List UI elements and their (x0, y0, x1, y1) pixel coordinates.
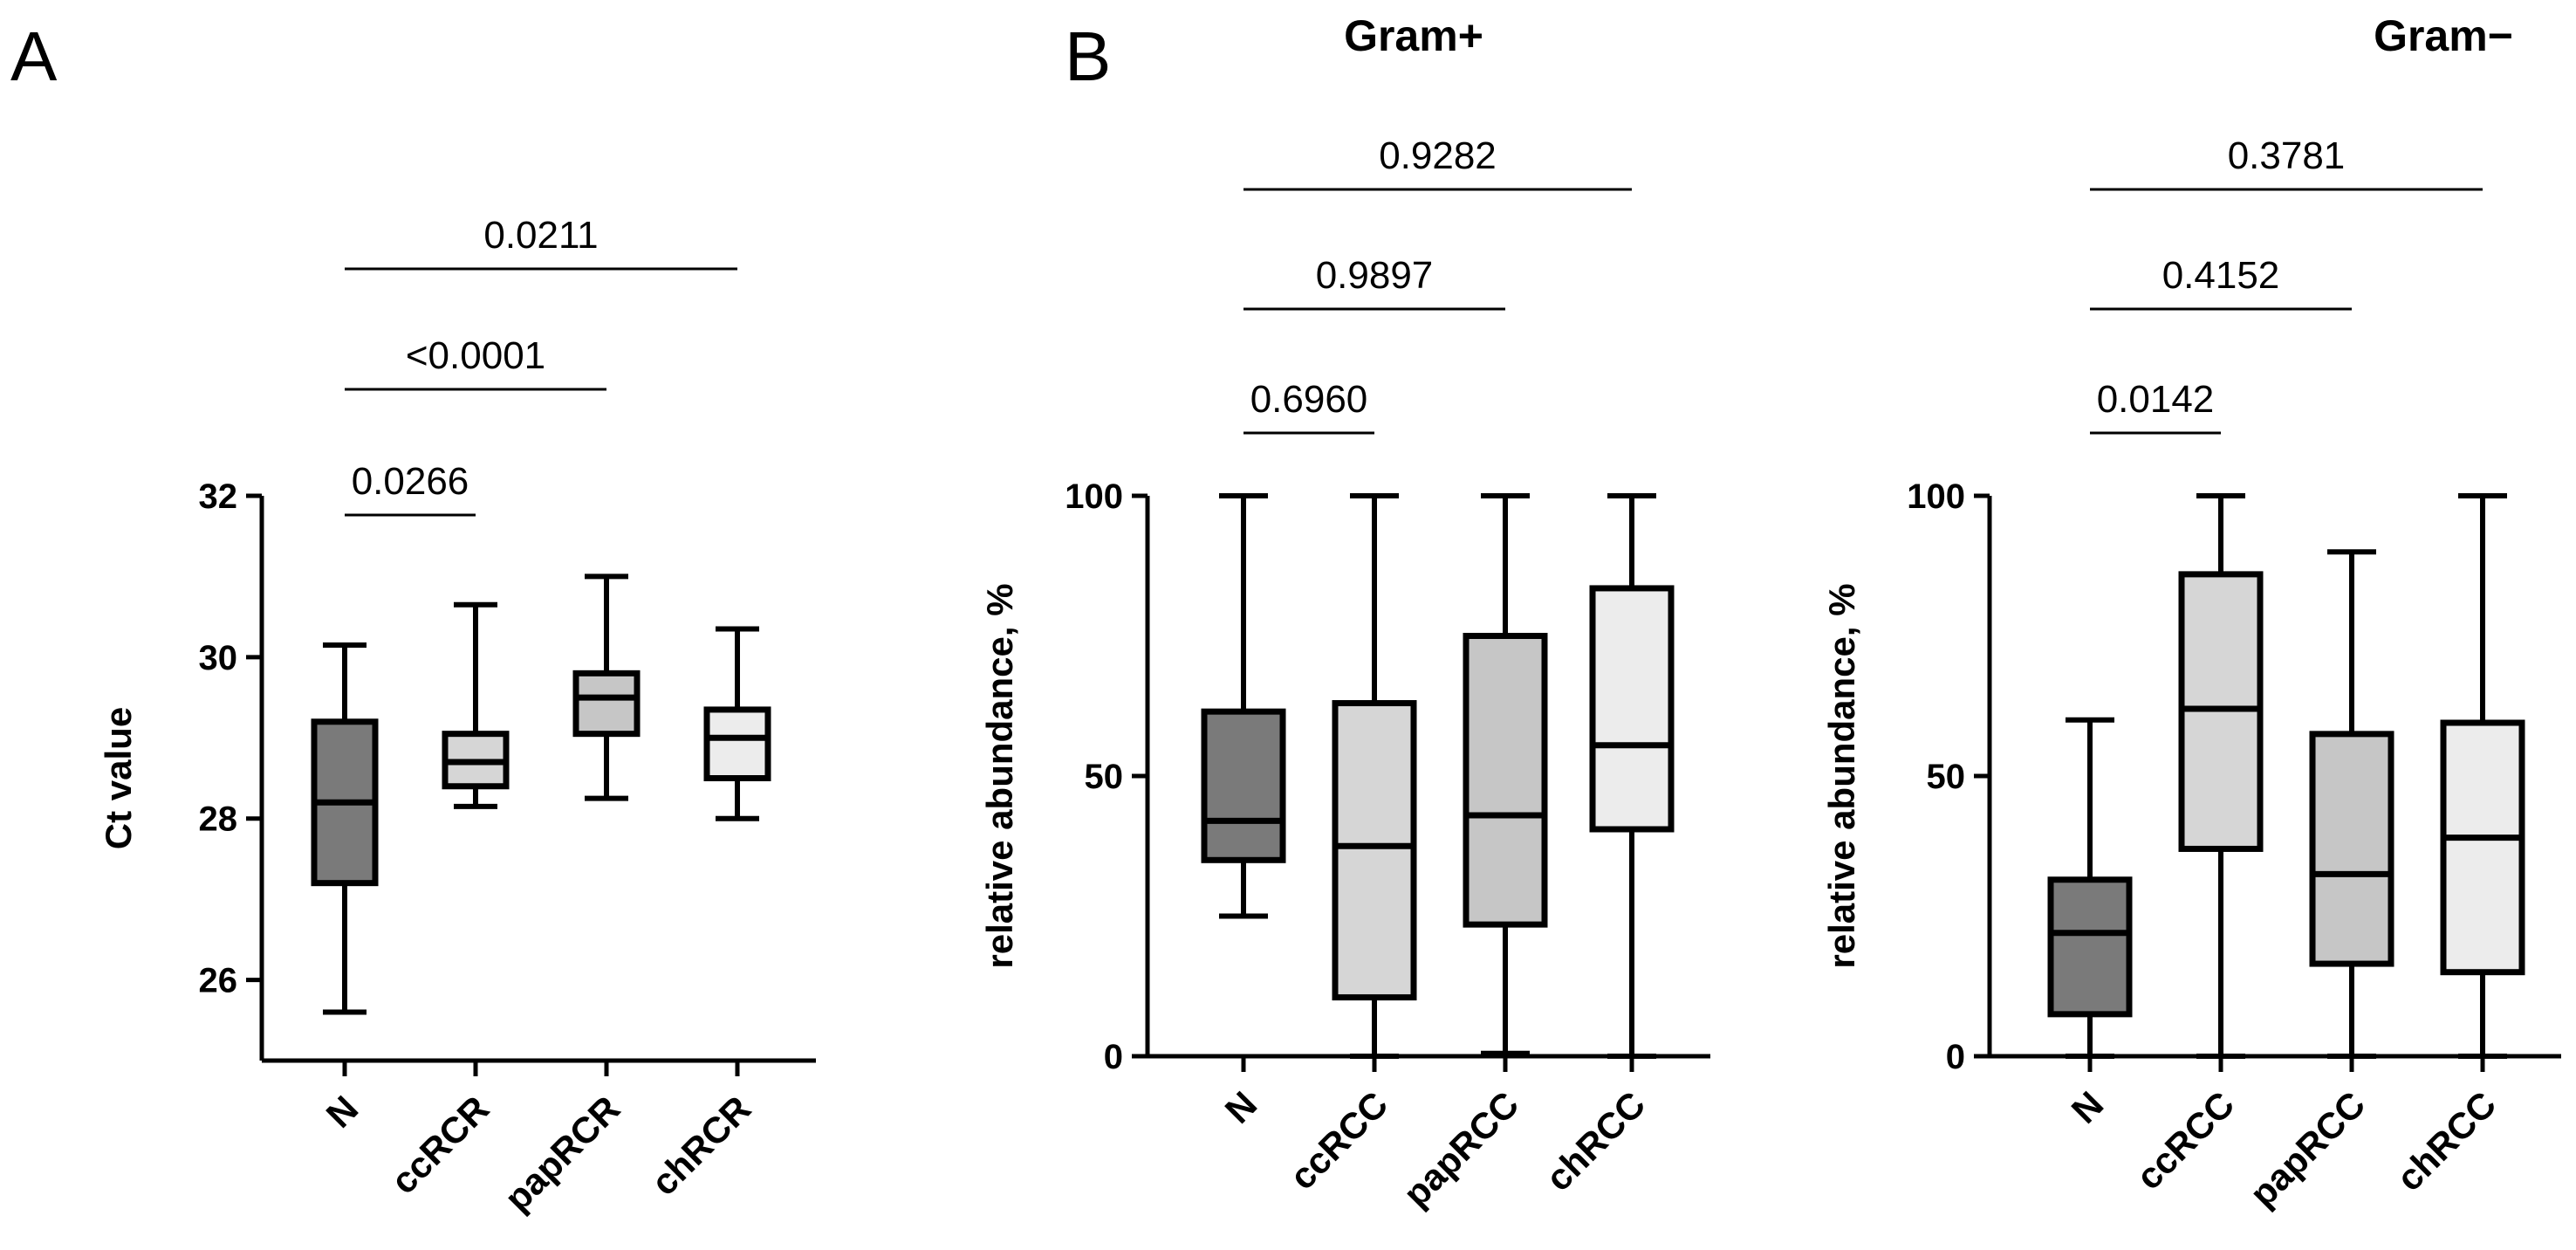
chart-title: Gram− (2374, 11, 2513, 60)
y-tick-label: 30 (199, 639, 238, 677)
x-tick-label: ccRCC (2128, 1083, 2243, 1198)
x-tick-label: papRCR (497, 1088, 627, 1219)
x-tick-label: ccRCC (1282, 1083, 1396, 1198)
y-axis-label: Ct value (98, 707, 139, 849)
x-tick-label: papRCC (2242, 1083, 2373, 1214)
box-papRCC (1463, 633, 1548, 928)
box-N (2047, 876, 2133, 1018)
y-tick-label: 100 (1065, 477, 1123, 516)
p-value-label: 0.4152 (2162, 254, 2280, 297)
y-tick-label: 28 (199, 800, 238, 839)
p-value-label: <0.0001 (406, 334, 545, 377)
y-tick-label: 50 (1085, 758, 1124, 796)
y-tick-label: 0 (1946, 1038, 1965, 1076)
box-papRCR (572, 670, 641, 738)
x-tick-label: chRCC (2388, 1083, 2504, 1198)
y-tick-label: 100 (1907, 477, 1965, 516)
box-N (1201, 708, 1286, 863)
box-ccRCC (1332, 700, 1417, 1001)
chart-title: Gram+ (1344, 11, 1483, 60)
box-chRCC (2440, 719, 2525, 976)
x-tick-label: N (2064, 1083, 2112, 1131)
chart-gram-negative: Gram− relative abundance, % 0 50 100 N ccRCC pa… (1821, 11, 2561, 1215)
x-tick-label: papRCC (1395, 1083, 1526, 1214)
panel-label-b: B (1065, 17, 1111, 95)
box-papRCC (2309, 731, 2394, 967)
y-tick-label: 50 (1927, 758, 1966, 796)
x-tick-label: chRCR (643, 1088, 758, 1203)
x-tick-label: N (319, 1088, 367, 1136)
y-tick-label: 26 (199, 962, 238, 1000)
y-axis-label: relative abundance, % (1821, 583, 1862, 968)
p-value-label: 0.0211 (483, 214, 598, 257)
x-tick-label: N (1217, 1083, 1265, 1131)
x-tick-label: chRCC (1538, 1083, 1653, 1198)
x-tick-label: ccRCR (383, 1088, 497, 1202)
box-chRCC (1589, 585, 1675, 833)
chart-gram-positive: Gram+ relative abundance, % 0 50 100 N ccRCC pa… (979, 11, 1710, 1215)
p-value-label: 0.0266 (352, 460, 469, 503)
y-tick-label: 32 (199, 477, 238, 516)
y-tick-label: 0 (1104, 1038, 1123, 1076)
p-value-label: 0.9897 (1316, 254, 1434, 297)
p-value-label: 0.3781 (2228, 134, 2346, 177)
box-chRCR (703, 706, 771, 782)
p-value-label: 0.0142 (2097, 378, 2215, 421)
chart-ct-value: Ct value 26 28 30 32 N ccRCR papRCR chRCR 0.0266 <… (98, 214, 816, 1219)
y-axis-label: relative abundance, % (979, 583, 1020, 968)
p-value-label: 0.9282 (1379, 134, 1497, 177)
p-value-label: 0.6960 (1250, 378, 1368, 421)
panel-label-a: A (10, 17, 58, 95)
